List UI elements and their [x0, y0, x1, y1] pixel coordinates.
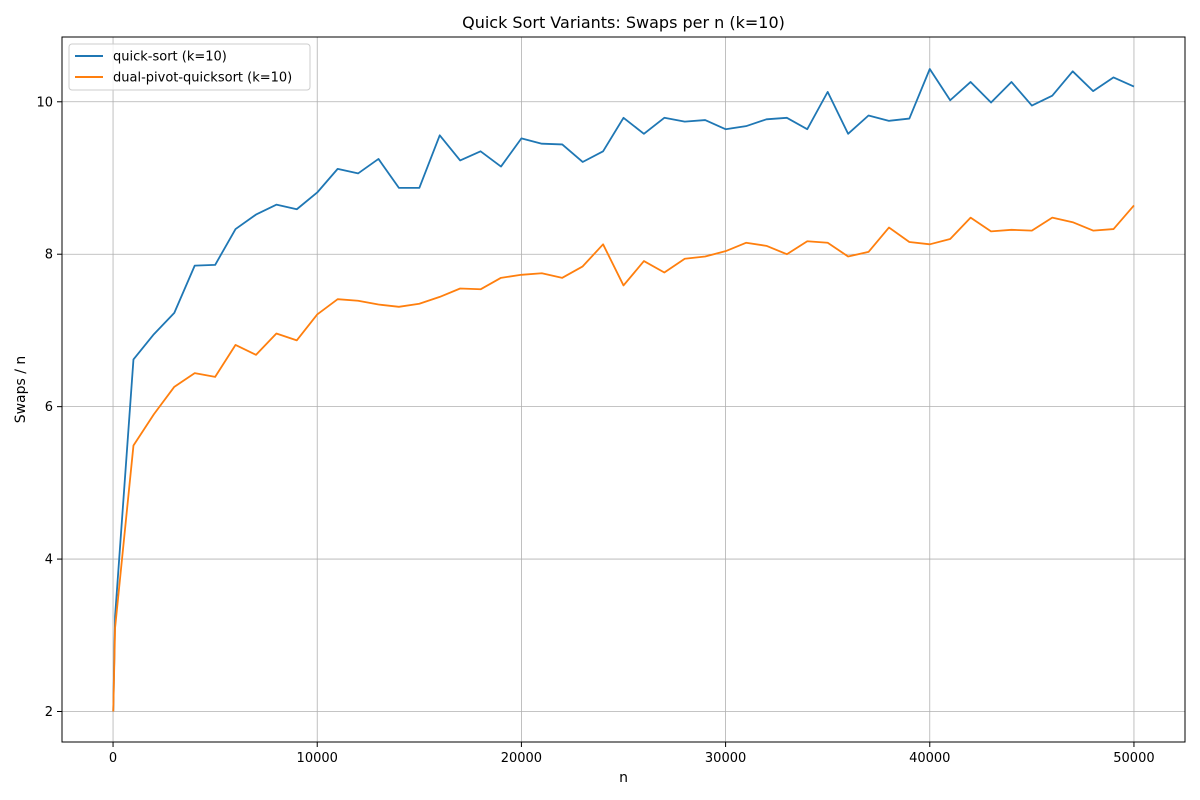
- x-axis: 0 10000 20000 30000 40000 50000: [109, 742, 1155, 766]
- legend: quick-sort (k=10) dual-pivot-quicksort (…: [68, 43, 311, 91]
- series-line-dual-pivot-quicksort: [112, 204, 1135, 712]
- y-tick-label: 6: [45, 400, 53, 415]
- grid: [62, 37, 1185, 742]
- y-tick-label: 4: [45, 553, 53, 568]
- series-group: [112, 68, 1135, 712]
- x-tick-label: 20000: [501, 751, 542, 766]
- legend-label-quick-sort: quick-sort (k=10): [113, 50, 227, 65]
- x-tick-label: 10000: [297, 751, 338, 766]
- chart-title: Quick Sort Variants: Swaps per n (k=10): [462, 13, 785, 32]
- x-tick-label: 0: [109, 751, 117, 766]
- y-axis: 2 4 6 8 10: [36, 95, 62, 720]
- x-tick-label: 30000: [705, 751, 746, 766]
- x-tick-label: 40000: [909, 751, 950, 766]
- plot-frame: [61, 36, 1186, 743]
- series-line-quick-sort: [112, 68, 1135, 712]
- y-tick-label: 2: [45, 705, 53, 720]
- x-axis-label: n: [619, 770, 628, 786]
- legend-label-dual-pivot-quicksort: dual-pivot-quicksort (k=10): [113, 71, 292, 86]
- y-tick-label: 10: [36, 95, 53, 110]
- y-axis-label: Swaps / n: [13, 356, 29, 424]
- y-tick-label: 8: [45, 248, 53, 263]
- x-tick-label: 50000: [1113, 751, 1154, 766]
- legend-box: [68, 43, 311, 91]
